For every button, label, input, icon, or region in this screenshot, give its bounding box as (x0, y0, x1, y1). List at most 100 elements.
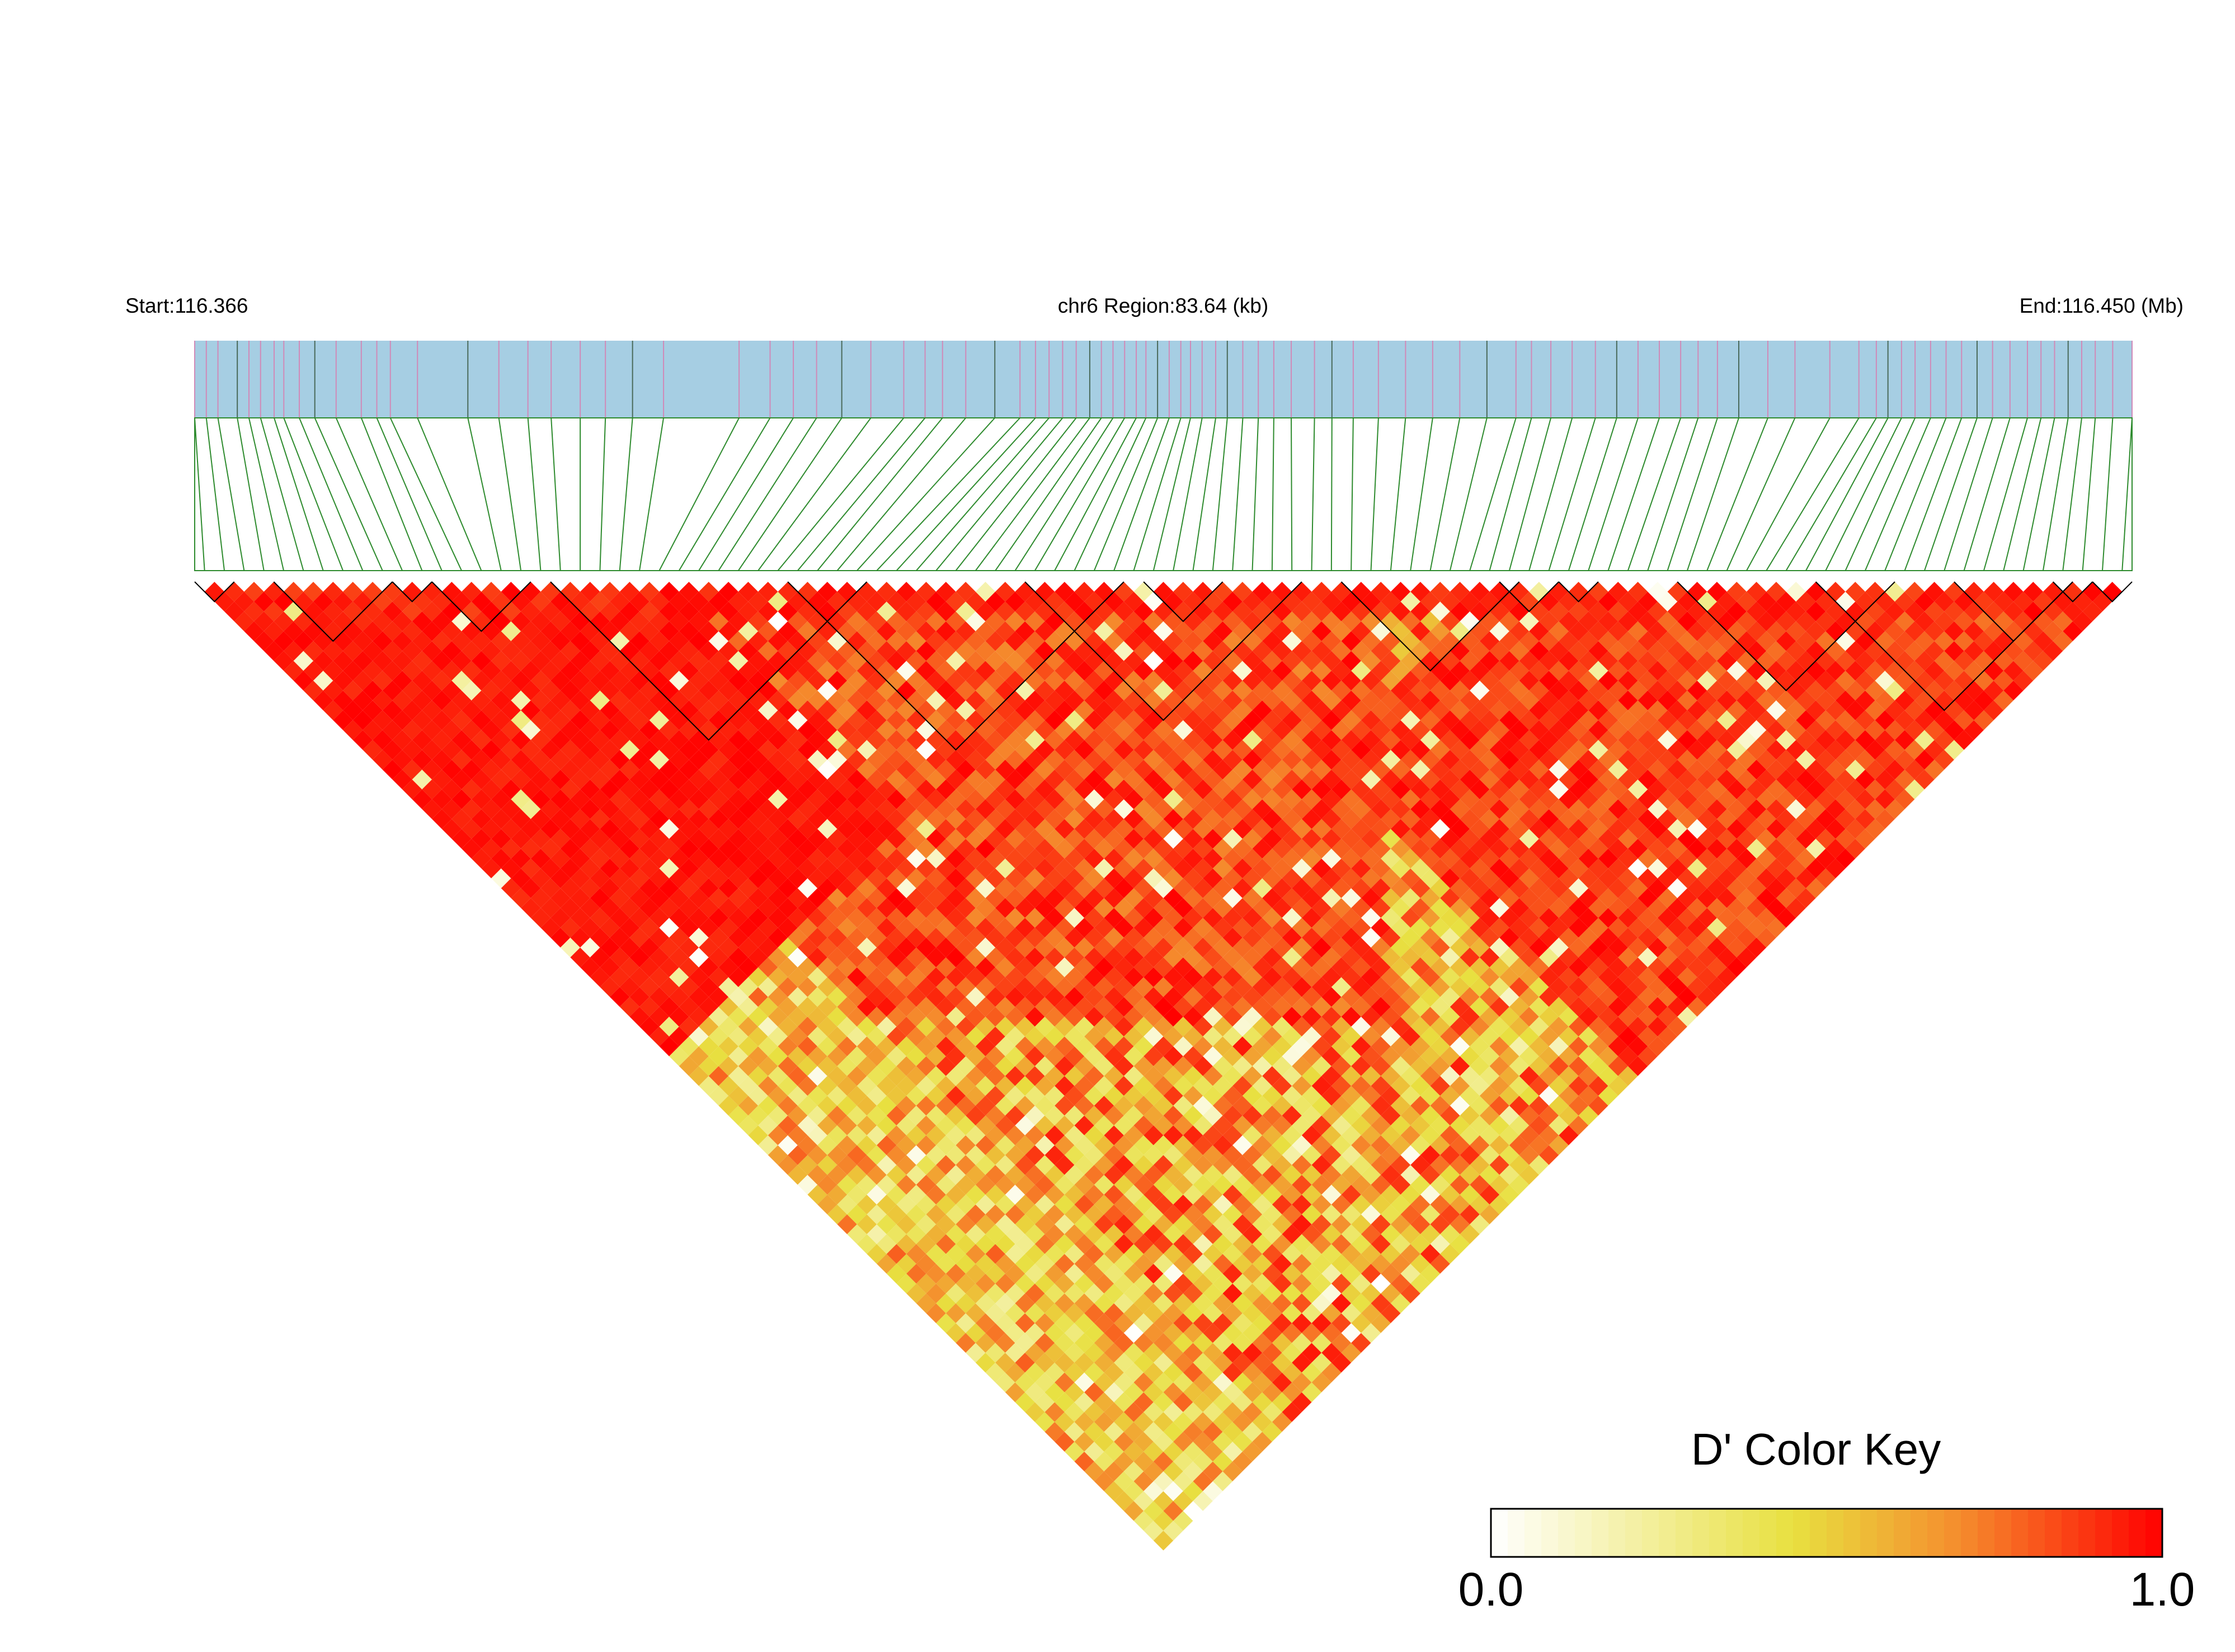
ld-cell (1133, 1273, 1154, 1294)
ld-cell (748, 1027, 768, 1047)
ld-cell (945, 1086, 966, 1106)
snp-connector-90 (1983, 417, 2028, 571)
ld-cell (1114, 1234, 1134, 1254)
ld-cell (1104, 1224, 1124, 1244)
ld-cell (432, 730, 452, 750)
ld-cell (422, 760, 442, 780)
ld-cell (847, 908, 867, 928)
ld-cell (1292, 1353, 1312, 1373)
ld-cell (1282, 1402, 1302, 1422)
ld-cell (708, 987, 729, 1007)
ld-cell (1025, 1244, 1045, 1264)
ld-cell (659, 799, 679, 820)
ld-cell (728, 849, 749, 869)
color-key-segment (1810, 1509, 1827, 1557)
ld-cell (303, 661, 323, 681)
ld-cell (629, 829, 650, 849)
ld-cell (659, 917, 679, 938)
ld-cell (847, 849, 867, 869)
ld-cell (877, 898, 897, 918)
ld-cell (471, 809, 492, 829)
ld-cell (343, 641, 363, 661)
ld-cell (956, 1076, 976, 1096)
ld-cell (728, 769, 749, 790)
ld-cell (807, 1125, 827, 1146)
ld-cell (768, 769, 788, 790)
ld-cell (936, 1194, 956, 1215)
ld-cell (738, 957, 759, 977)
snp-connector-97 (2121, 417, 2133, 571)
ld-cell (857, 1056, 877, 1076)
ld-cell (956, 1254, 976, 1274)
ld-cell (1123, 1461, 1144, 1481)
ld-cell (293, 651, 314, 671)
ld-cell (1025, 1264, 1045, 1284)
ld-cell (629, 631, 650, 651)
ld-cell (649, 750, 670, 770)
ld-cell (412, 750, 432, 770)
ld-cell (600, 799, 620, 820)
ld-cell (1163, 1283, 1183, 1303)
ld-cell (708, 1046, 729, 1066)
ld-cell (718, 938, 738, 958)
ld-cell (837, 1076, 857, 1096)
ld-cell (1064, 1343, 1085, 1363)
ld-cell (877, 1076, 897, 1096)
ld-cell (1242, 1422, 1263, 1442)
ld-cell (481, 799, 501, 820)
ld-cell (689, 769, 709, 790)
ld-cell (521, 858, 541, 879)
ld-cell (1114, 1214, 1134, 1235)
ld-cell (610, 750, 630, 770)
ld-cell (1212, 1333, 1233, 1353)
ld-cell (896, 957, 916, 977)
ld-cell (491, 868, 511, 888)
snp-connector-86 (1904, 417, 1963, 571)
ld-cell (708, 967, 729, 987)
ld-cell (1123, 1283, 1144, 1303)
ld-cell (1163, 1204, 1183, 1225)
ld-cell (392, 631, 412, 651)
ld-cell (877, 1254, 897, 1274)
ld-cell (521, 878, 541, 898)
ld-cell (689, 928, 709, 948)
ld-cell (521, 839, 541, 859)
ld-cell (857, 1155, 877, 1175)
ld-cell (1025, 1066, 1045, 1086)
ld-heatmap (204, 582, 2123, 1551)
ld-cell (1064, 1323, 1085, 1343)
ld-cell (363, 680, 383, 701)
ld-cell (738, 1095, 759, 1116)
ld-cell (689, 829, 709, 849)
ld-cell (619, 858, 640, 879)
ld-cell (926, 1264, 946, 1284)
ld-cell (877, 1155, 897, 1175)
ld-cell (234, 611, 255, 632)
ld-cell (1005, 1184, 1025, 1205)
ld-cell (817, 938, 837, 958)
ld-cell (1193, 1491, 1213, 1511)
ld-cell (521, 740, 541, 760)
ld-cell (352, 730, 373, 750)
ld-cell (768, 809, 788, 829)
ld-cell (1074, 1273, 1094, 1294)
ld-cell (1272, 1333, 1292, 1353)
ld-cell (975, 1273, 996, 1294)
ld-cell (1133, 1412, 1154, 1432)
ld-cell (1114, 1333, 1134, 1353)
ld-cell (926, 1046, 946, 1066)
ld-cell (916, 917, 937, 938)
snp-connector-0 (194, 417, 205, 571)
ld-cell (689, 1006, 709, 1027)
ld-cell (373, 631, 393, 651)
ld-cell (728, 888, 749, 909)
snp-connector-71 (1607, 417, 1660, 571)
ld-cell (689, 987, 709, 1007)
ld-cell (254, 591, 274, 612)
ld-cell (471, 710, 492, 731)
ld-cell (659, 661, 679, 681)
ld-cell (392, 730, 412, 750)
ld-cell (817, 1095, 837, 1116)
ld-cell (1084, 1204, 1104, 1225)
ld-cell (1104, 1165, 1124, 1185)
